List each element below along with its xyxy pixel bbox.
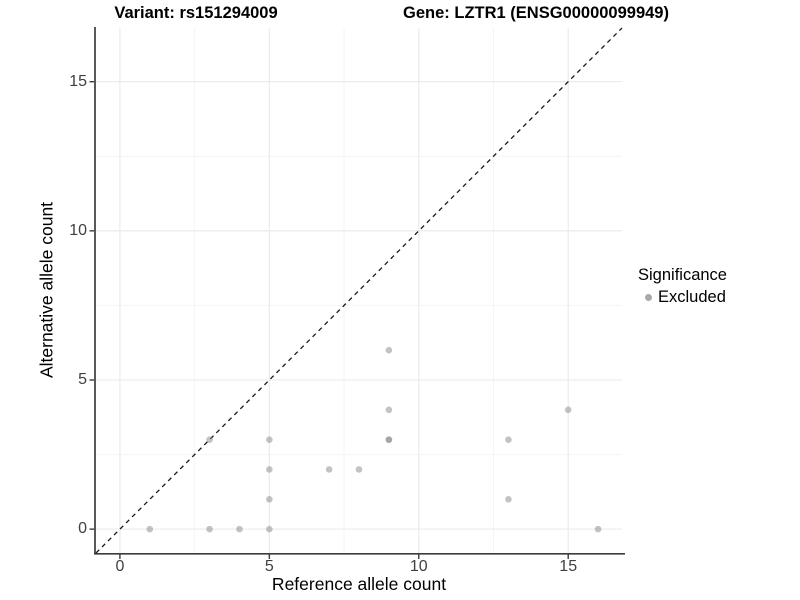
data-point xyxy=(355,466,363,473)
legend-point-icon xyxy=(645,294,652,301)
data-point xyxy=(266,466,273,473)
y-tick-label: 5 xyxy=(78,370,87,388)
y-tick-label: 0 xyxy=(78,520,87,538)
data-point xyxy=(325,466,333,473)
x-axis-label: Reference allele count xyxy=(271,574,447,594)
data-point xyxy=(146,525,154,533)
y-tick-label: 10 xyxy=(69,221,87,239)
data-point xyxy=(206,525,213,533)
plot-title-gene: Gene: LZTR1 (ENSG00000099949) xyxy=(403,4,669,22)
legend-title: Significance xyxy=(638,266,727,284)
identity-line xyxy=(95,27,623,554)
y-tick-label: 15 xyxy=(69,72,87,90)
data-point xyxy=(385,406,393,414)
plot-title-variant: Variant: rs151294009 xyxy=(114,4,278,22)
data-point xyxy=(266,525,273,533)
x-tick-label: 15 xyxy=(559,558,578,575)
data-point xyxy=(206,436,213,443)
data-point xyxy=(266,436,273,443)
legend: Significance Excluded xyxy=(638,266,727,307)
data-point xyxy=(385,346,393,354)
y-axis-label: Alternative allele count xyxy=(36,201,57,379)
data-point xyxy=(266,496,273,503)
legend-item: Excluded xyxy=(638,288,727,307)
data-point xyxy=(505,496,512,503)
x-tick-label: 5 xyxy=(264,558,274,575)
x-tick-label: 0 xyxy=(115,558,125,575)
data-point xyxy=(594,525,602,533)
x-tick-label: 10 xyxy=(409,558,428,575)
data-point xyxy=(236,525,243,533)
data-point xyxy=(505,436,512,443)
legend-items: Excluded xyxy=(638,288,727,307)
data-point xyxy=(385,436,393,443)
legend-item-label: Excluded xyxy=(658,288,726,306)
data-point xyxy=(564,406,572,414)
